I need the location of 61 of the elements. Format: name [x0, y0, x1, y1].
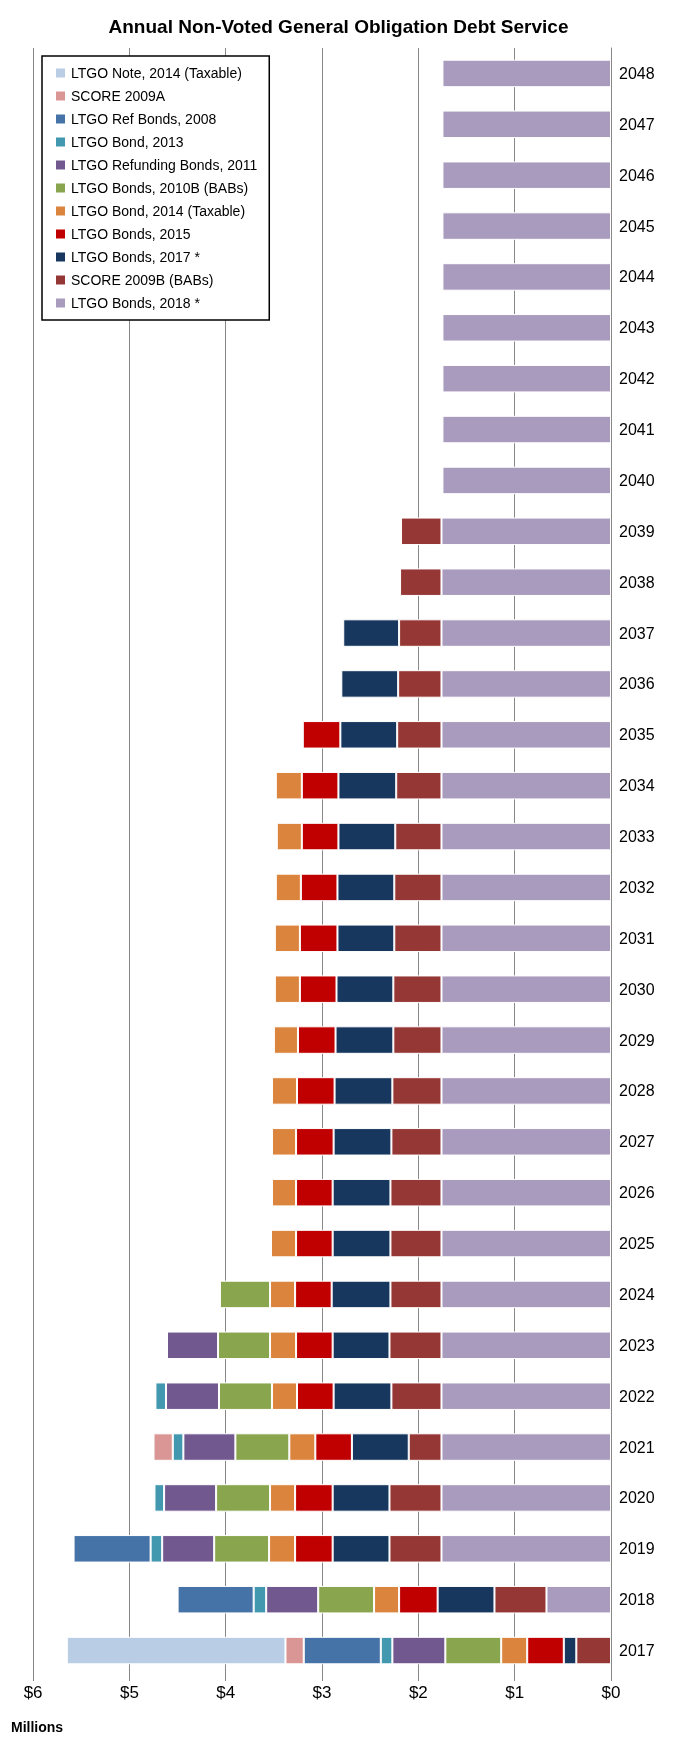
x-axis-title: Millions: [10, 1719, 64, 1735]
y-tick-label: 2047: [619, 115, 655, 133]
bar: [442, 263, 611, 291]
y-tick-label: 2033: [619, 828, 655, 846]
y-tick-label: 2029: [619, 1031, 655, 1049]
y-tick-label: 2019: [619, 1540, 655, 1558]
x-tick-label: $2: [408, 1683, 428, 1702]
legend-label: LTGO Bond, 2013: [71, 134, 184, 150]
x-tick-label: $0: [601, 1683, 621, 1702]
y-tick-label: 2018: [619, 1591, 655, 1609]
legend-label: SCORE 2009A: [71, 88, 166, 104]
bar: [442, 110, 611, 139]
y-tick-label: 2035: [619, 726, 655, 744]
y-tick-label: 2030: [619, 980, 655, 998]
bar: [442, 59, 611, 88]
x-tick-label: $6: [23, 1683, 43, 1702]
legend-label: LTGO Bond, 2014 (Taxable): [71, 203, 246, 219]
y-tick-label: 2023: [619, 1336, 655, 1354]
x-tick-label: $4: [216, 1683, 236, 1702]
legend-label: LTGO Bonds, 2015: [71, 226, 191, 242]
y-tick-label: 2034: [619, 777, 655, 795]
y-tick-label: 2043: [619, 319, 655, 337]
y-tick-label: 2027: [619, 1133, 655, 1151]
y-tick-label: 2038: [619, 573, 655, 591]
y-tick-label: 2025: [619, 1235, 655, 1253]
bar: [442, 212, 611, 240]
y-tick-label: 2044: [619, 268, 655, 286]
y-tick-label: 2017: [619, 1642, 655, 1660]
chart-title: Annual Non-Voted General Obligation Debt Service: [108, 16, 569, 37]
legend-label: SCORE 2009B (BABs): [71, 272, 214, 288]
y-tick-label: 2042: [619, 370, 655, 388]
y-tick-label: 2020: [619, 1489, 655, 1507]
x-tick-label: $5: [119, 1683, 139, 1702]
legend-label: LTGO Ref Bonds, 2008: [71, 111, 217, 127]
y-tick-label: 2022: [619, 1387, 655, 1405]
y-tick-label: 2032: [619, 878, 655, 896]
y-tick-label: 2028: [619, 1082, 655, 1100]
x-tick-label: $1: [505, 1683, 525, 1702]
y-tick-label: 2046: [619, 166, 655, 184]
y-tick-label: 2040: [619, 471, 655, 489]
y-tick-label: 2021: [619, 1438, 655, 1456]
y-tick-label: 2041: [619, 421, 655, 439]
legend-label: LTGO Bonds, 2018 *: [71, 295, 201, 311]
y-tick-label: 2024: [619, 1285, 655, 1303]
y-tick-label: 2037: [619, 624, 655, 642]
bar: [442, 415, 611, 444]
bar: [442, 314, 611, 342]
y-tick-label: 2026: [619, 1184, 655, 1202]
y-tick-label: 2048: [619, 64, 655, 82]
y-tick-label: 2031: [619, 929, 655, 947]
bar: [442, 364, 611, 393]
y-tick-label: 2039: [619, 522, 655, 540]
bar: [442, 161, 611, 189]
legend-label: LTGO Note, 2014 (Taxable): [71, 65, 242, 81]
bar: [442, 466, 611, 495]
legend-label: LTGO Refunding Bonds, 2011: [71, 157, 258, 173]
legend-label: LTGO Bonds, 2010B (BABs): [71, 180, 249, 196]
y-tick-label: 2045: [619, 217, 655, 235]
y-tick-label: 2036: [619, 675, 655, 693]
legend-label: LTGO Bonds, 2017 *: [71, 249, 201, 265]
x-tick-label: $3: [312, 1683, 332, 1702]
